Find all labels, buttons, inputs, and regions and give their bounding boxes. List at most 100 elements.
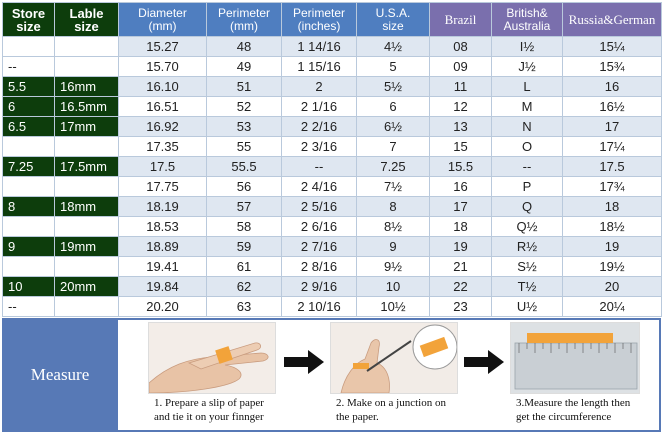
cell-store-size: 10: [2, 276, 55, 297]
cell-lable-size: 17mm: [54, 116, 119, 137]
cell-usa-size: 9: [356, 236, 430, 257]
cell-brazil: 21: [429, 256, 492, 277]
cell-brazil: 08: [429, 36, 492, 57]
cell-lable-size: 19mm: [54, 236, 119, 257]
cell-store-size: [2, 176, 55, 197]
cell-perimeter-inches: 2 7/16: [281, 236, 357, 257]
ruler-with-paper-image: [511, 323, 639, 393]
step-caption-line: get the circumference: [516, 411, 612, 423]
header-text: Store: [11, 5, 46, 21]
cell-lable-size: [54, 256, 119, 277]
step-caption-line: 3.Measure the length then: [516, 397, 631, 409]
header-text: size: [382, 18, 404, 33]
cell-russia-german: 20: [562, 276, 662, 297]
header-text: British&: [506, 5, 548, 20]
cell-diameter: 15.27: [118, 36, 207, 57]
cell-usa-size: 7: [356, 136, 430, 157]
cell-russia-german: 15¼: [562, 36, 662, 57]
cell-store-size: 6.5: [2, 116, 55, 137]
cell-store-size: [2, 256, 55, 277]
header-text: Perimeter: [217, 5, 270, 20]
cell-russia-german: 17.5: [562, 156, 662, 177]
cell-perimeter-mm: 48: [206, 36, 282, 57]
cell-perimeter-mm: 56: [206, 176, 282, 197]
step-caption: 3.Measure the length then get the circumf…: [510, 396, 640, 424]
table-row: -- 20.20 63 2 10/16 10½ 23 U½ 20¼: [2, 296, 662, 317]
cell-perimeter-inches: 2 4/16: [281, 176, 357, 197]
cell-store-size: [2, 36, 55, 57]
hand-marking-paper-image: [331, 323, 457, 393]
cell-lable-size: [54, 136, 119, 157]
cell-british-australia: O: [491, 136, 563, 157]
header-text: size: [74, 18, 99, 34]
cell-usa-size: 6½: [356, 116, 430, 137]
cell-perimeter-inches: 2 9/16: [281, 276, 357, 297]
cell-british-australia: J½: [491, 56, 563, 77]
cell-brazil: 22: [429, 276, 492, 297]
header-text: Australia: [503, 18, 551, 33]
cell-usa-size: 7½: [356, 176, 430, 197]
cell-british-australia: U½: [491, 296, 563, 317]
header-perimeter-mm: Perimeter (mm): [206, 2, 282, 37]
cell-russia-german: 15¾: [562, 56, 662, 77]
cell-usa-size: 7.25: [356, 156, 430, 177]
cell-diameter: 20.20: [118, 296, 207, 317]
cell-brazil: 11: [429, 76, 492, 97]
header-brazil: Brazil: [429, 2, 492, 37]
cell-diameter: 16.92: [118, 116, 207, 137]
header-diameter: Diameter (mm): [118, 2, 207, 37]
cell-russia-german: 17: [562, 116, 662, 137]
measure-steps-panel: 1. Prepare a slip of paper and tie it on …: [118, 320, 659, 430]
cell-brazil: 18: [429, 216, 492, 237]
cell-usa-size: 9½: [356, 256, 430, 277]
cell-perimeter-mm: 55.5: [206, 156, 282, 177]
cell-lable-size: [54, 176, 119, 197]
step-caption-line: the paper.: [336, 411, 379, 423]
cell-perimeter-mm: 57: [206, 196, 282, 217]
cell-brazil: 19: [429, 236, 492, 257]
cell-british-australia: T½: [491, 276, 563, 297]
table-row: 10 20mm 19.84 62 2 9/16 10 22 T½ 20: [2, 276, 662, 297]
header-text: Diameter: [138, 5, 187, 20]
header-text: (mm): [230, 18, 258, 33]
cell-perimeter-inches: 1 14/16: [281, 36, 357, 57]
size-table: Store size Lable size Diameter (mm) Perimet…: [2, 2, 662, 317]
hand-with-paper-strip-image: [149, 323, 275, 393]
cell-brazil: 17: [429, 196, 492, 217]
cell-perimeter-inches: 2 8/16: [281, 256, 357, 277]
cell-russia-german: 17¾: [562, 176, 662, 197]
cell-usa-size: 5: [356, 56, 430, 77]
cell-diameter: 17.75: [118, 176, 207, 197]
header-text: U.S.A.: [375, 5, 411, 20]
cell-store-size: [2, 136, 55, 157]
cell-british-australia: Q: [491, 196, 563, 217]
cell-diameter: 19.41: [118, 256, 207, 277]
table-row: -- 15.70 49 1 15/16 5 09 J½ 15¾: [2, 56, 662, 77]
cell-perimeter-mm: 58: [206, 216, 282, 237]
cell-british-australia: I½: [491, 36, 563, 57]
header-usa-size: U.S.A. size: [356, 2, 430, 37]
cell-perimeter-mm: 49: [206, 56, 282, 77]
cell-usa-size: 8: [356, 196, 430, 217]
cell-british-australia: M: [491, 96, 563, 117]
measure-section: Measure 1. Prepare a slip of paper and ti…: [2, 318, 661, 432]
header-text: (inches): [297, 18, 341, 33]
header-text: Brazil: [444, 12, 477, 27]
cell-perimeter-inches: 2 2/16: [281, 116, 357, 137]
table-row: 6 16.5mm 16.51 52 2 1/16 6 12 M 16½: [2, 96, 662, 117]
cell-brazil: 12: [429, 96, 492, 117]
cell-store-size: 5.5: [2, 76, 55, 97]
header-text: Russia&German: [568, 12, 656, 27]
measure-step-2: 2. Make on a junction on the paper.: [330, 322, 458, 428]
cell-perimeter-mm: 63: [206, 296, 282, 317]
cell-lable-size: [54, 56, 119, 77]
measure-step-1: 1. Prepare a slip of paper and tie it on …: [148, 322, 276, 428]
cell-british-australia: P: [491, 176, 563, 197]
cell-lable-size: 16mm: [54, 76, 119, 97]
cell-perimeter-mm: 59: [206, 236, 282, 257]
step-caption-line: 1. Prepare a slip of paper: [154, 397, 264, 409]
step-caption-line: and tie it on your finnger: [154, 411, 264, 423]
cell-brazil: 16: [429, 176, 492, 197]
cell-perimeter-inches: 2 10/16: [281, 296, 357, 317]
cell-russia-german: 20¼: [562, 296, 662, 317]
